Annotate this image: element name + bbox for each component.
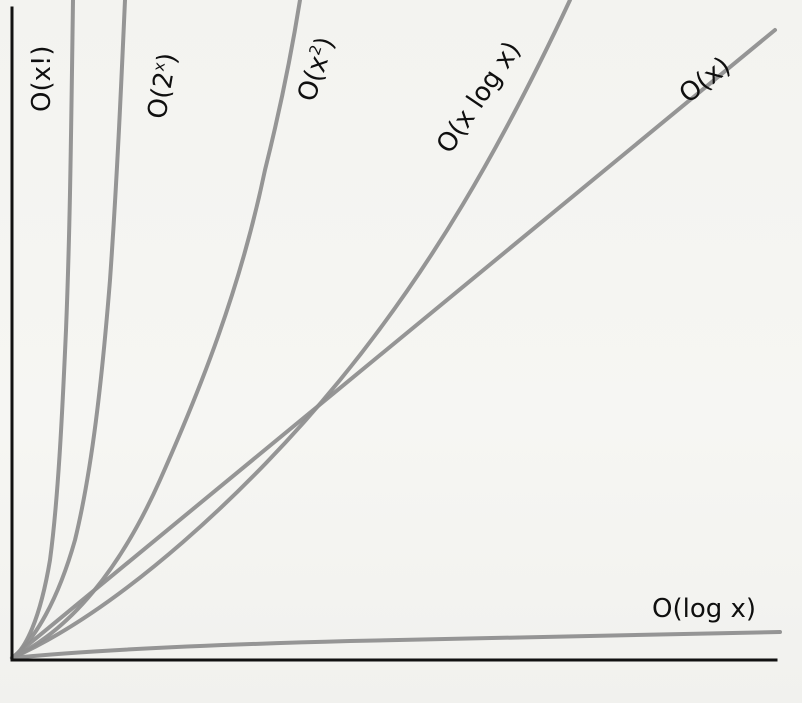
- label-o-log-x: O(log x): [652, 594, 756, 624]
- label-o-x-log-x: O(x log x): [431, 36, 527, 159]
- label-o-x: O(x): [674, 51, 737, 109]
- label-o-x-factorial: O(x!): [27, 45, 57, 112]
- label-o-2-power-x: O(2x): [141, 51, 183, 122]
- curve-o-x-log-x: [10, 0, 572, 660]
- label-o-x-squared: O(x2): [291, 33, 341, 105]
- curve-o-x: [10, 28, 777, 660]
- curve-o-x-factorial: [10, 0, 75, 660]
- curve-o-2-power-x: [10, 0, 127, 660]
- curve-o-log-x: [10, 630, 782, 660]
